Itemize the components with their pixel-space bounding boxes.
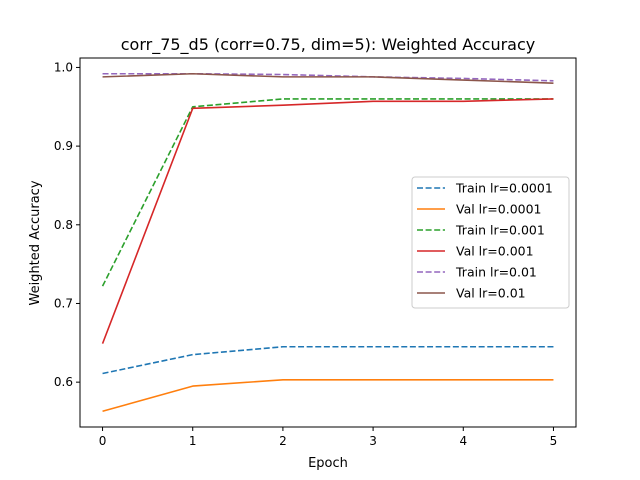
chart-title: corr_75_d5 (corr=0.75, dim=5): Weighted … bbox=[121, 35, 536, 55]
series-line bbox=[102, 72, 554, 84]
y-tick-label: 0.9 bbox=[54, 139, 73, 153]
plot-frame bbox=[79, 57, 577, 428]
legend-label: Val lr=0.01 bbox=[456, 286, 526, 301]
x-tick-label: 0 bbox=[99, 434, 107, 448]
x-axis-ticks: 0 1 2 3 4 5 bbox=[99, 427, 558, 448]
legend-label: Val lr=0.001 bbox=[456, 244, 534, 259]
y-tick-label: 0.7 bbox=[54, 296, 73, 310]
y-tick-label: 1.0 bbox=[54, 60, 73, 74]
x-tick-label: 3 bbox=[369, 434, 377, 448]
x-tick-label: 4 bbox=[459, 434, 467, 448]
series-line bbox=[101, 98, 554, 344]
series-line bbox=[102, 345, 554, 375]
legend-label: Val lr=0.0001 bbox=[456, 202, 542, 217]
y-axis-ticks: 0.6 0.7 0.8 0.9 1.0 bbox=[54, 60, 80, 389]
legend-box bbox=[411, 176, 570, 309]
legend-label: Train lr=0.0001 bbox=[455, 181, 553, 196]
x-tick-label: 2 bbox=[279, 434, 287, 448]
series-line bbox=[102, 378, 554, 413]
y-tick-label: 0.8 bbox=[54, 218, 73, 232]
legend-label: Train lr=0.001 bbox=[455, 223, 545, 238]
series-lines bbox=[101, 72, 554, 413]
series-line bbox=[101, 98, 554, 287]
x-axis-label: Epoch bbox=[308, 456, 348, 471]
y-tick-label: 0.6 bbox=[54, 375, 73, 389]
x-tick-label: 5 bbox=[550, 434, 558, 448]
y-axis-label: Weighted Accuracy bbox=[28, 180, 43, 305]
legend-label: Train lr=0.01 bbox=[455, 265, 537, 280]
legend: Train lr=0.0001 Val lr=0.0001 Train lr=0.0… bbox=[411, 176, 570, 309]
series-line bbox=[102, 72, 554, 82]
x-tick-label: 1 bbox=[189, 434, 197, 448]
